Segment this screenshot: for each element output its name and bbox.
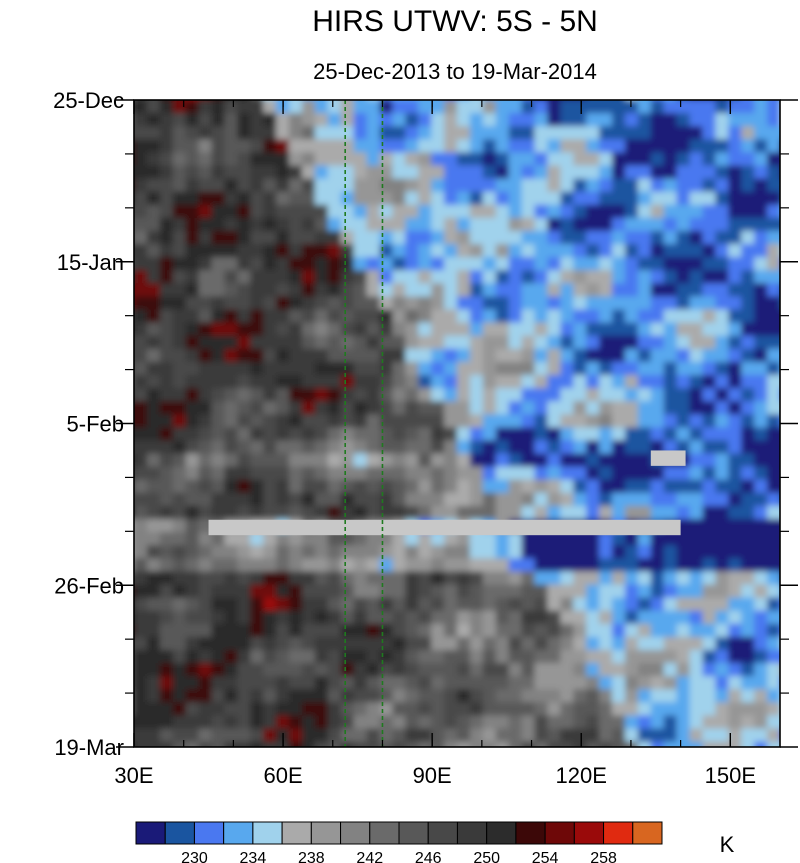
missing-data-band-1 [650, 450, 686, 466]
colorbar-swatch-2 [193, 821, 225, 845]
colorbar-swatch-15 [573, 821, 605, 845]
x-tick-label-3: 120E [556, 763, 607, 788]
colorbar-swatch-1 [164, 821, 195, 845]
colorbar-swatch-0 [135, 821, 166, 845]
colorbar-tick-label-6: 254 [532, 850, 559, 863]
colorbar-swatch-9 [398, 821, 429, 845]
contour-field [134, 100, 780, 747]
x-tick-label-4: 150E [705, 763, 756, 788]
missing-data-bands [208, 450, 686, 536]
colorbar-swatch-6 [310, 821, 342, 845]
colorbar-swatch-12 [486, 821, 517, 845]
colorbar-tick-label-4: 246 [415, 850, 442, 863]
colorbar-swatch-8 [369, 821, 400, 845]
colorbar-swatch-16 [603, 821, 634, 845]
colorbar-tick-label-3: 242 [356, 850, 383, 863]
chart-title: HIRS UTWV: 5S - 5N [312, 5, 598, 38]
colorbar-swatch-11 [456, 821, 488, 845]
colorbar-swatch-14 [544, 821, 575, 845]
x-axis: 30E 60E 90E 120E 150E [114, 100, 756, 788]
colorbar-tick-label-0: 230 [181, 850, 208, 863]
y-tick-label-0: 25-Dec [53, 88, 124, 113]
chart-subtitle: 25-Dec-2013 to 19-Mar-2014 [313, 59, 597, 84]
colorbar-tick-label-7: 258 [590, 850, 617, 863]
colorbar-swatch-13 [515, 821, 546, 845]
colorbar-swatch-4 [252, 821, 283, 845]
colorbar-unit-label: K [720, 832, 735, 857]
x-tick-label-2: 90E [413, 763, 452, 788]
colorbar-tick-label-2: 238 [298, 850, 325, 863]
colorbar-swatch-3 [223, 821, 254, 845]
plot-area [134, 100, 780, 747]
x-tick-label-1: 60E [263, 763, 302, 788]
colorbar-swatch-7 [340, 821, 371, 845]
colorbar-swatch-10 [427, 821, 458, 845]
y-tick-label-2: 5-Feb [67, 412, 124, 437]
reference-lines [344, 100, 384, 747]
colorbar-tick-label-5: 250 [473, 850, 500, 863]
y-tick-label-3: 26-Feb [54, 573, 124, 598]
x-tick-label-0: 30E [114, 763, 153, 788]
colorbar: 230 234 238 242 246 250 254 258 [135, 821, 663, 863]
colorbar-tick-label-1: 234 [240, 850, 267, 863]
y-tick-label-1: 15-Jan [57, 250, 124, 275]
colorbar-swatch-5 [281, 821, 312, 845]
colorbar-swatch-17 [632, 821, 663, 845]
y-tick-label-4: 19-Mar [54, 735, 124, 760]
missing-data-band-0 [208, 519, 681, 536]
y-axis: 25-Dec 15-Jan 5-Feb 26-Feb 19-Mar [53, 88, 798, 760]
